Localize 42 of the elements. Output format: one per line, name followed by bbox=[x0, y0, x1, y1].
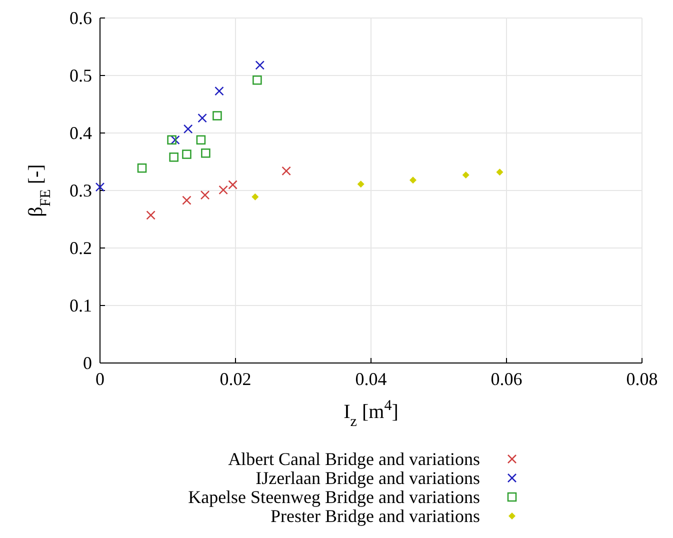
point bbox=[212, 111, 222, 120]
y-tick-label: 0.2 bbox=[70, 238, 92, 258]
point bbox=[146, 210, 156, 220]
x-tick-label: 0.06 bbox=[490, 369, 522, 389]
legend-label: Albert Canal Bridge and variations bbox=[228, 449, 480, 469]
y-tick-label: 0.1 bbox=[70, 296, 92, 316]
y-tick-label: 0.4 bbox=[70, 123, 92, 143]
point bbox=[496, 168, 504, 176]
point bbox=[167, 135, 176, 145]
point bbox=[252, 193, 259, 200]
point bbox=[200, 190, 210, 200]
point bbox=[462, 171, 470, 178]
point bbox=[196, 135, 206, 145]
y-tick-label: 0.3 bbox=[70, 180, 92, 200]
x-tick-label: 0.08 bbox=[626, 369, 658, 389]
y-tick-label: 0 bbox=[83, 353, 92, 373]
legend-label: Prester Bridge and variations bbox=[270, 506, 480, 526]
point bbox=[201, 148, 210, 158]
x-tick-label: 0.04 bbox=[355, 369, 387, 389]
point bbox=[218, 185, 228, 195]
point bbox=[282, 166, 291, 176]
x-axis-title: I$_{z}$ [m$^{4}$] bbox=[344, 398, 398, 430]
point bbox=[182, 150, 192, 159]
point bbox=[357, 180, 364, 188]
point bbox=[228, 180, 238, 190]
x-tick-label: 0.02 bbox=[220, 369, 252, 389]
y-tick-label: 0.5 bbox=[70, 66, 92, 86]
point bbox=[95, 182, 105, 192]
point bbox=[255, 60, 265, 70]
point bbox=[183, 124, 193, 134]
point bbox=[170, 135, 180, 145]
point bbox=[137, 163, 147, 173]
point bbox=[252, 75, 262, 85]
point bbox=[169, 152, 178, 162]
x-tick-label: 0 bbox=[96, 369, 104, 389]
point bbox=[198, 113, 207, 123]
legend-label: Kapelse Steenweg Bridge and variations bbox=[188, 487, 480, 507]
point bbox=[182, 196, 192, 205]
legend-label: IJzerlaan Bridge and variations bbox=[256, 468, 480, 488]
point bbox=[214, 86, 224, 96]
y-tick-label: 0.6 bbox=[70, 8, 92, 28]
point bbox=[410, 176, 417, 184]
